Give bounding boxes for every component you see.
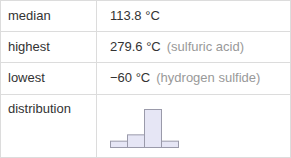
bars <box>111 110 179 148</box>
row-value: −60 °C (hydrogen sulfide) <box>110 70 260 86</box>
value-text: 279.6 °C <box>110 39 161 54</box>
row-value: 279.6 °C (sulfuric acid) <box>110 39 244 55</box>
histogram-bar <box>162 141 179 147</box>
histogram-bar <box>128 135 145 148</box>
row-label: distribution <box>8 101 71 117</box>
row-divider <box>0 62 291 63</box>
row-label: median <box>8 8 51 24</box>
value-text: −60 °C <box>110 70 150 85</box>
row-divider <box>0 94 291 95</box>
histogram <box>0 0 291 158</box>
row-label: highest <box>8 39 50 55</box>
note-text: (hydrogen sulfide) <box>156 70 260 85</box>
row-label: lowest <box>8 70 45 86</box>
histogram-bar <box>111 141 128 147</box>
row-value: 113.8 °C <box>110 8 160 24</box>
row-divider <box>0 31 291 32</box>
note-text: (sulfuric acid) <box>167 39 244 54</box>
column-divider <box>96 0 97 158</box>
histogram-bar <box>145 110 162 148</box>
value-text: 113.8 °C <box>110 8 160 23</box>
